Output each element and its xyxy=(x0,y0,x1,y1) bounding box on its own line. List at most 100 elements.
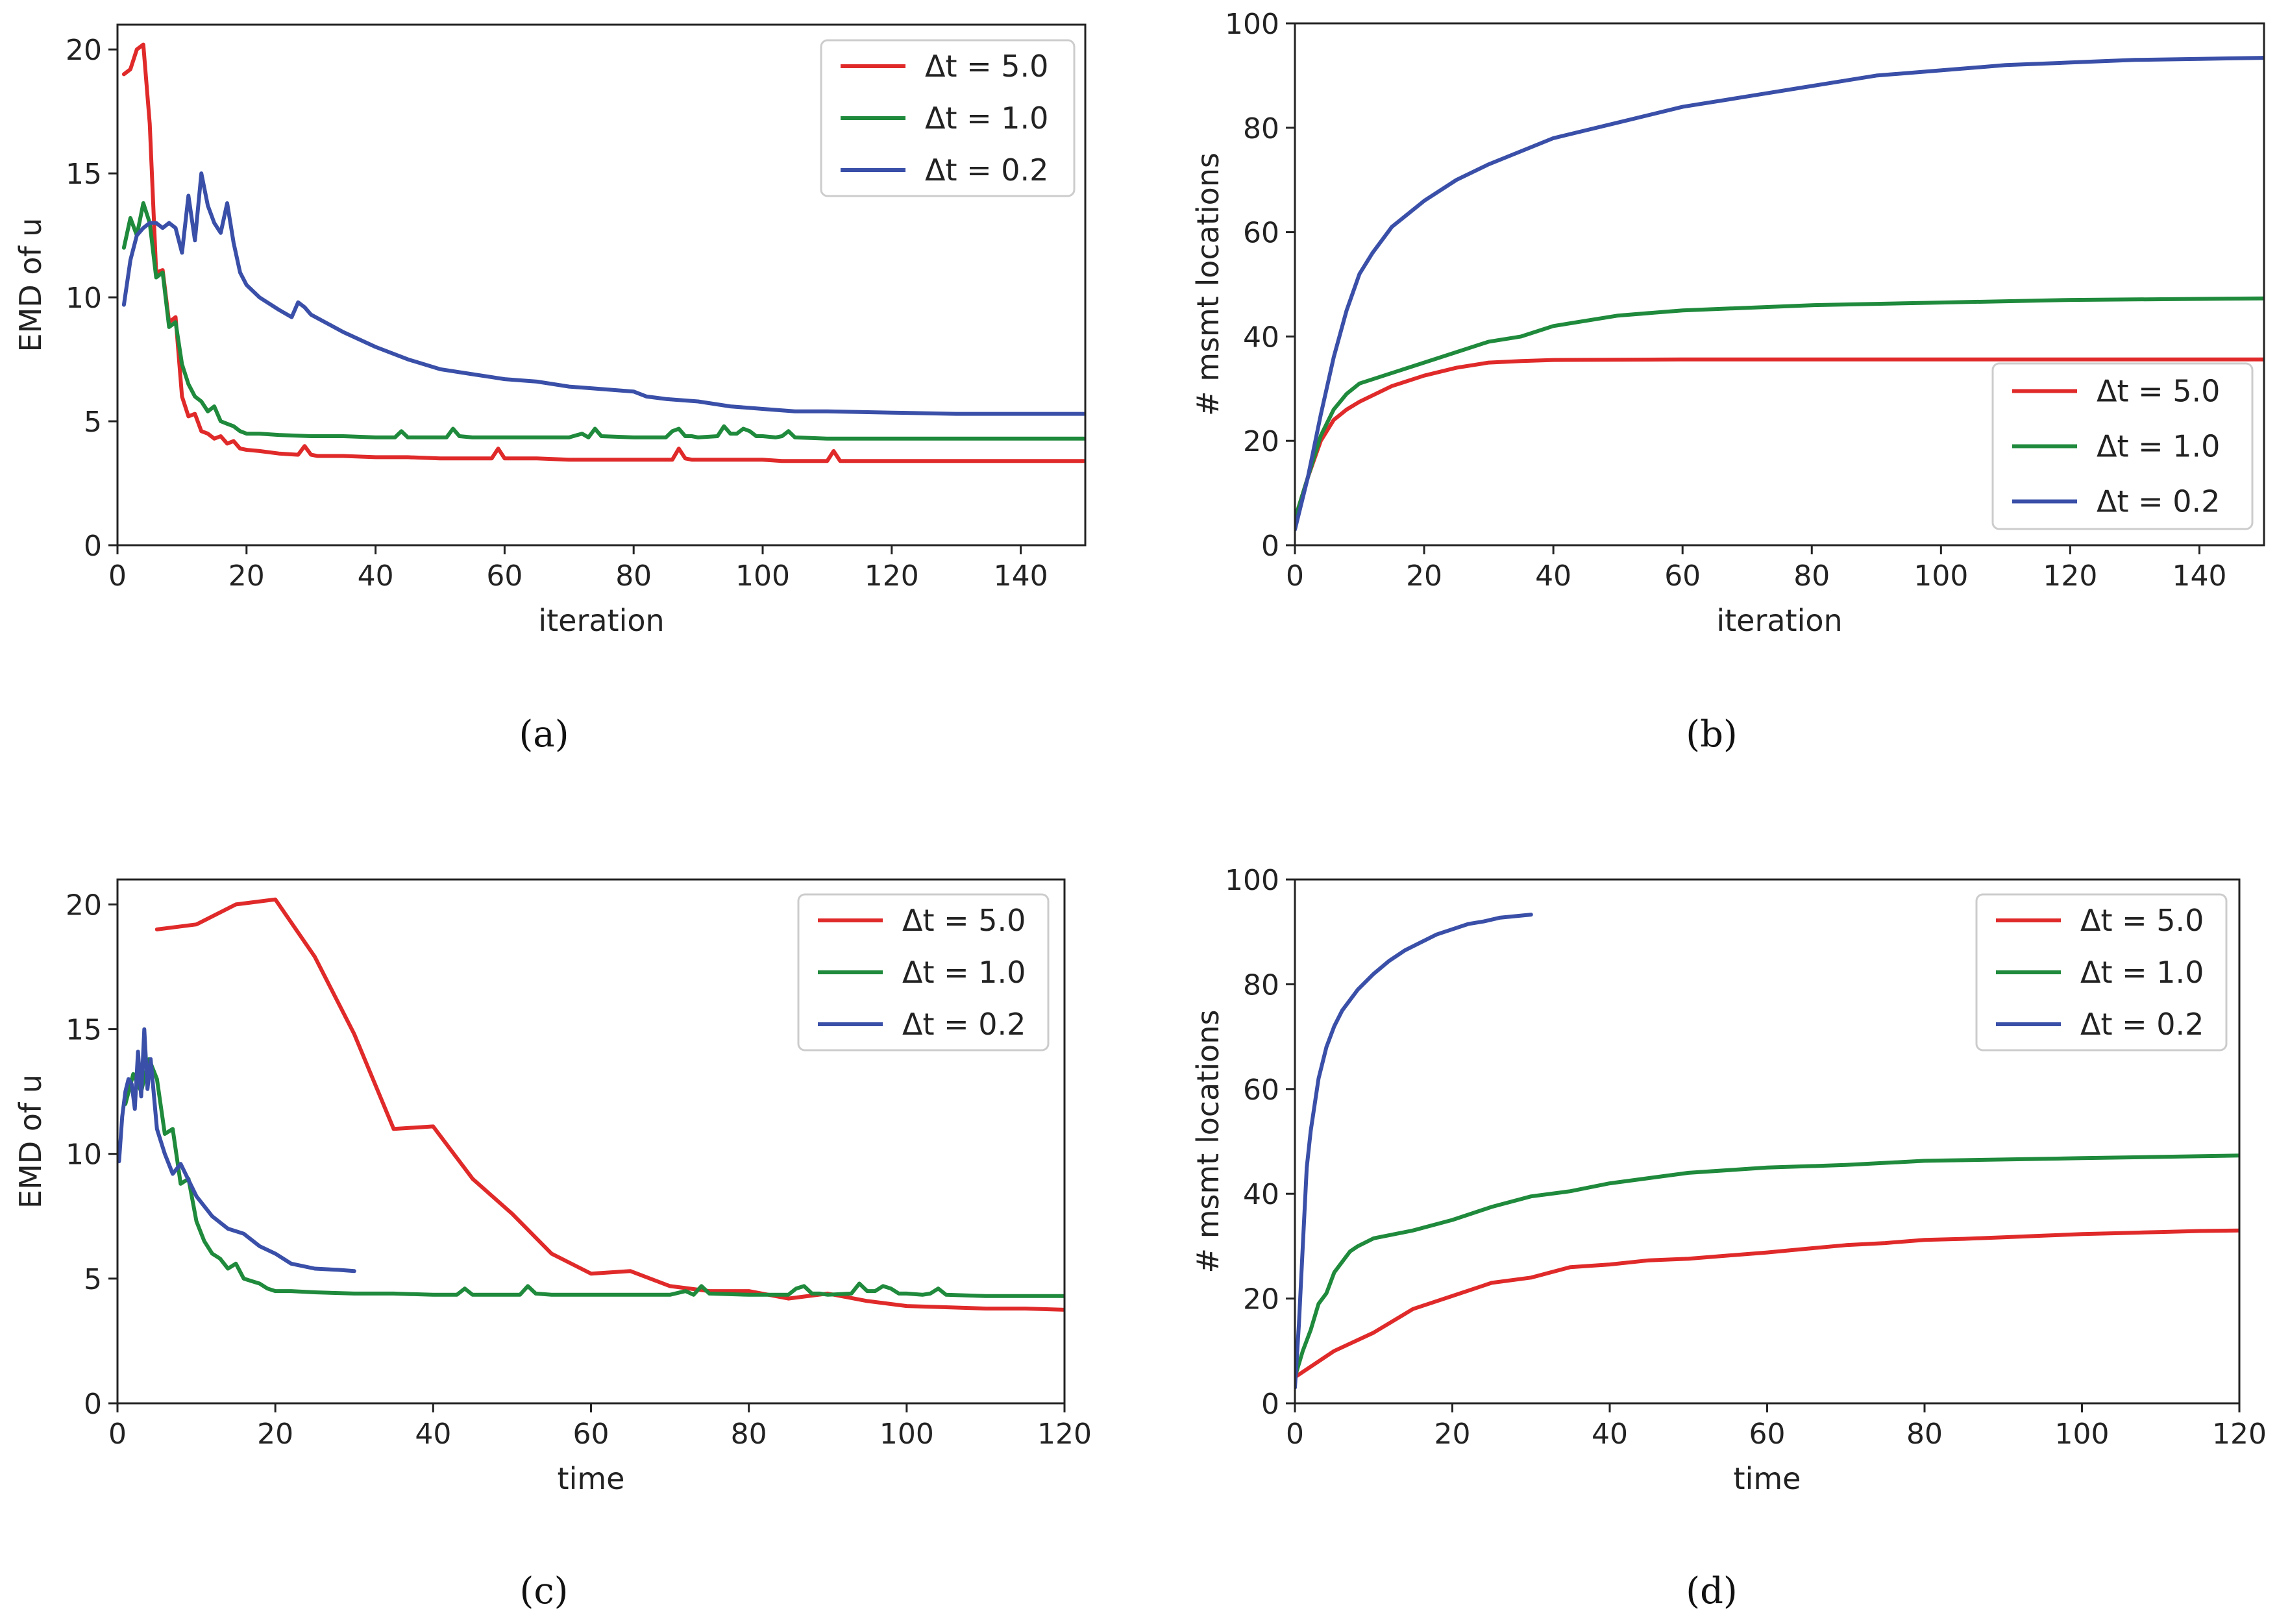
series-line-1 xyxy=(121,42,1085,463)
panel-d: 0 20 40 60 80 100 120 0 20 40 60 80 100 time # msmt lo… xyxy=(1190,864,2267,1612)
x-tick-label: 0 xyxy=(108,1418,127,1451)
y-tick-label: 0 xyxy=(1261,530,1279,563)
x-tick-label: 100 xyxy=(2055,1418,2110,1451)
x-tick-label: 120 xyxy=(1037,1418,1092,1451)
y-tick-label: 0 xyxy=(84,530,102,563)
legend-label: Δt = 0.2 xyxy=(902,1007,1026,1042)
y-tick-label: 20 xyxy=(66,34,102,67)
x-tick-label: 60 xyxy=(1664,560,1701,593)
y-tick-label: 40 xyxy=(1243,1178,1279,1211)
series-line-3 xyxy=(121,171,1085,416)
y-axis-label: # msmt locations xyxy=(1190,1010,1225,1273)
legend-label: Δt = 0.2 xyxy=(925,153,1048,188)
series-line-1 xyxy=(154,897,1065,1312)
y-tick-label: 10 xyxy=(66,282,102,315)
y-tick-label: 20 xyxy=(1243,425,1279,458)
y-tick-label: 10 xyxy=(66,1138,102,1172)
legend-box xyxy=(797,893,1050,1052)
x-tick-label: 40 xyxy=(1535,560,1571,593)
x-axis-label: time xyxy=(1734,1461,1801,1496)
y-tick-label: 40 xyxy=(1243,321,1279,354)
x-tick-label: 100 xyxy=(880,1418,934,1451)
legend-label: Δt = 1.0 xyxy=(925,101,1048,136)
series-line-2 xyxy=(123,1057,1065,1298)
x-tick-label: 60 xyxy=(486,560,523,593)
x-tick-label: 40 xyxy=(415,1418,451,1451)
x-tick-label: 120 xyxy=(2212,1418,2267,1451)
x-tick-label: 80 xyxy=(1906,1418,1943,1451)
panel-caption: (b) xyxy=(1686,713,1738,756)
series-line-3 xyxy=(117,1027,356,1273)
y-tick-label: 100 xyxy=(1225,864,1279,897)
panel-c: 0 20 40 60 80 100 120 0 5 10 15 20 time EMD of u Δt = … xyxy=(13,878,1092,1612)
y-axis-label: EMD of u xyxy=(13,218,48,352)
legend-label: Δt = 5.0 xyxy=(902,903,1026,938)
x-tick-label: 140 xyxy=(994,560,1048,593)
legend-box xyxy=(1991,362,2254,530)
x-tick-label: 80 xyxy=(615,560,652,593)
x-tick-label: 60 xyxy=(1749,1418,1786,1451)
legend-box xyxy=(820,39,1076,197)
x-axis-label: iteration xyxy=(1716,603,1842,638)
x-tick-label: 80 xyxy=(1793,560,1830,593)
x-axis-label: time xyxy=(558,1461,625,1496)
panel-caption: (a) xyxy=(519,713,569,756)
plot-frame xyxy=(1294,22,2265,547)
x-tick-label: 60 xyxy=(573,1418,609,1451)
x-tick-label: 120 xyxy=(2043,560,2097,593)
series-line-3 xyxy=(1295,56,2264,532)
legend-label: Δt = 5.0 xyxy=(925,49,1048,84)
legend-label: Δt = 1.0 xyxy=(2097,429,2220,464)
y-axis-label: EMD of u xyxy=(13,1074,48,1209)
x-tick-label: 40 xyxy=(1592,1418,1628,1451)
series-line-2 xyxy=(1295,1153,2239,1379)
y-tick-label: 60 xyxy=(1243,1074,1279,1107)
y-tick-label: 80 xyxy=(1243,968,1279,1002)
x-tick-label: 100 xyxy=(735,560,790,593)
legend-label: Δt = 5.0 xyxy=(2097,374,2220,409)
y-tick-label: 5 xyxy=(84,1263,102,1296)
series-line-2 xyxy=(1295,296,2264,521)
series-line-3 xyxy=(1295,913,1533,1390)
y-tick-label: 15 xyxy=(66,1014,102,1047)
legend-box xyxy=(1975,893,2228,1052)
y-tick-label: 100 xyxy=(1225,8,1279,41)
series-line-2 xyxy=(121,201,1085,441)
x-tick-label: 0 xyxy=(1286,560,1304,593)
y-tick-label: 20 xyxy=(1243,1283,1279,1316)
legend-label: Δt = 0.2 xyxy=(2097,484,2220,519)
x-tick-label: 20 xyxy=(257,1418,293,1451)
x-tick-label: 120 xyxy=(865,560,919,593)
series-line-1 xyxy=(1295,1228,2239,1379)
y-tick-label: 5 xyxy=(84,406,102,439)
x-tick-label: 20 xyxy=(1406,560,1442,593)
y-tick-label: 15 xyxy=(66,158,102,191)
x-tick-label: 40 xyxy=(358,560,394,593)
legend-label: Δt = 1.0 xyxy=(2080,955,2204,990)
x-tick-label: 140 xyxy=(2172,560,2226,593)
x-tick-label: 20 xyxy=(228,560,265,593)
panel-a: 0 20 40 60 80 100 120 140 0 5 10 15 20 iteration EMD o… xyxy=(13,23,1087,756)
legend-label: Δt = 1.0 xyxy=(902,955,1026,990)
plot-frame xyxy=(116,23,1087,547)
y-tick-label: 0 xyxy=(84,1388,102,1421)
legend-label: Δt = 5.0 xyxy=(2080,903,2204,938)
series-line-1 xyxy=(1295,357,2264,521)
x-tick-label: 20 xyxy=(1434,1418,1471,1451)
y-tick-label: 0 xyxy=(1261,1388,1279,1421)
x-tick-label: 80 xyxy=(731,1418,767,1451)
x-tick-label: 0 xyxy=(1286,1418,1304,1451)
legend-label: Δt = 0.2 xyxy=(2080,1007,2204,1042)
panel-caption: (c) xyxy=(519,1570,568,1612)
y-tick-label: 60 xyxy=(1243,217,1279,250)
y-tick-label: 20 xyxy=(66,889,102,922)
y-tick-label: 80 xyxy=(1243,112,1279,145)
panel-caption: (d) xyxy=(1686,1570,1738,1612)
x-tick-label: 100 xyxy=(1914,560,1968,593)
x-tick-label: 0 xyxy=(108,560,127,593)
panel-b: 0 20 40 60 80 100 120 140 0 20 40 60 80 100 iteration #… xyxy=(1190,8,2265,756)
x-axis-label: iteration xyxy=(538,603,664,638)
y-axis-label: # msmt locations xyxy=(1190,153,1225,416)
